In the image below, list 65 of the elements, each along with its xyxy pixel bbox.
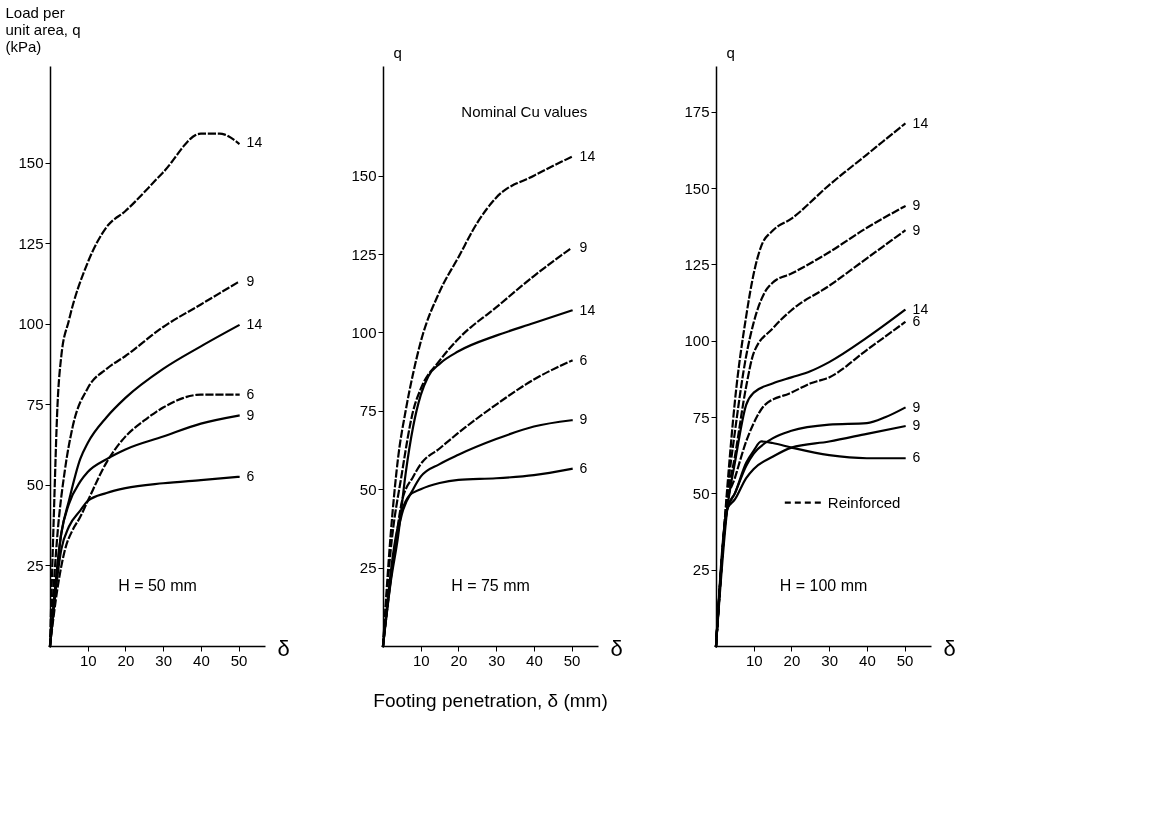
text: H = 50 mm: [118, 577, 197, 594]
y-tick-label: 50: [692, 484, 710, 502]
series-label: 14: [246, 134, 263, 151]
series-label: 6: [912, 449, 921, 466]
y-tick-label: 150: [351, 167, 377, 185]
series-label: 9: [912, 417, 921, 434]
series-label: 9: [246, 272, 255, 289]
series-label: 9: [912, 221, 921, 238]
x-tick-label: 50: [896, 651, 914, 669]
x-tick-label: 20: [783, 651, 801, 669]
series-label: 6: [246, 385, 255, 402]
y-tick-label: 75: [26, 395, 44, 413]
y-tick-label: 25: [26, 556, 44, 574]
x-tick-label: 20: [450, 651, 468, 669]
x-axis-title: δ: [943, 635, 956, 661]
series-label: 9: [912, 398, 921, 415]
y-tick-label: 25: [692, 561, 710, 579]
x-tick-label: 10: [79, 651, 97, 669]
y-axis-title: q: [393, 43, 402, 61]
x-tick-label: 50: [230, 651, 248, 669]
series-label: 6: [912, 313, 921, 330]
series-label: 9: [912, 197, 921, 214]
x-tick-label: 10: [745, 651, 763, 669]
y-tick-label: 75: [692, 408, 710, 426]
x-axis-title: δ: [277, 635, 290, 661]
series-label: 6: [579, 351, 588, 368]
series-label: 14: [912, 115, 929, 131]
y-tick-label: 150: [684, 179, 710, 197]
y-tick-label: 100: [684, 332, 710, 350]
x-tick-label: 20: [117, 651, 135, 669]
series-label: 14: [579, 301, 596, 318]
text: H = 100 mm: [779, 577, 868, 594]
x-tick-label: 30: [488, 651, 505, 669]
annotation: Nominal Cu values: [461, 103, 588, 121]
text: H = 75 mm: [451, 577, 530, 594]
y-tick-label: 125: [18, 234, 44, 252]
y-axis-title: Load per unit area, q (kPa): [5, 3, 81, 55]
text: Footing penetration, δ (mm): [373, 690, 608, 711]
y-tick-label: 175: [684, 103, 710, 121]
series-label: 6: [579, 459, 588, 476]
y-tick-label: 75: [359, 402, 377, 420]
annotation: Reinforced: [827, 493, 901, 511]
series-label: 9: [579, 238, 588, 255]
y-tick-label: 150: [18, 154, 44, 172]
y-tick-label: 125: [684, 255, 710, 273]
x-tick-label: 30: [821, 651, 838, 669]
x-axis-title: δ: [610, 635, 623, 661]
y-tick-label: 25: [359, 559, 377, 577]
series-label: 14: [246, 316, 263, 333]
y-tick-label: 50: [359, 480, 377, 498]
series-label: 9: [579, 411, 588, 428]
y-axis-title: q: [726, 43, 735, 61]
y-tick-label: 125: [351, 245, 377, 263]
x-tick-label: 40: [526, 651, 543, 669]
x-tick-label: 40: [859, 651, 876, 669]
x-tick-label: 30: [155, 651, 172, 669]
y-tick-label: 100: [351, 323, 377, 341]
y-tick-label: 50: [26, 476, 44, 494]
series-label: 14: [579, 147, 596, 164]
x-tick-label: 40: [193, 651, 210, 669]
series-label: 6: [246, 467, 255, 484]
x-tick-label: 10: [412, 651, 430, 669]
y-tick-label: 100: [18, 315, 44, 333]
x-tick-label: 50: [563, 651, 581, 669]
series-label: 9: [246, 406, 255, 423]
